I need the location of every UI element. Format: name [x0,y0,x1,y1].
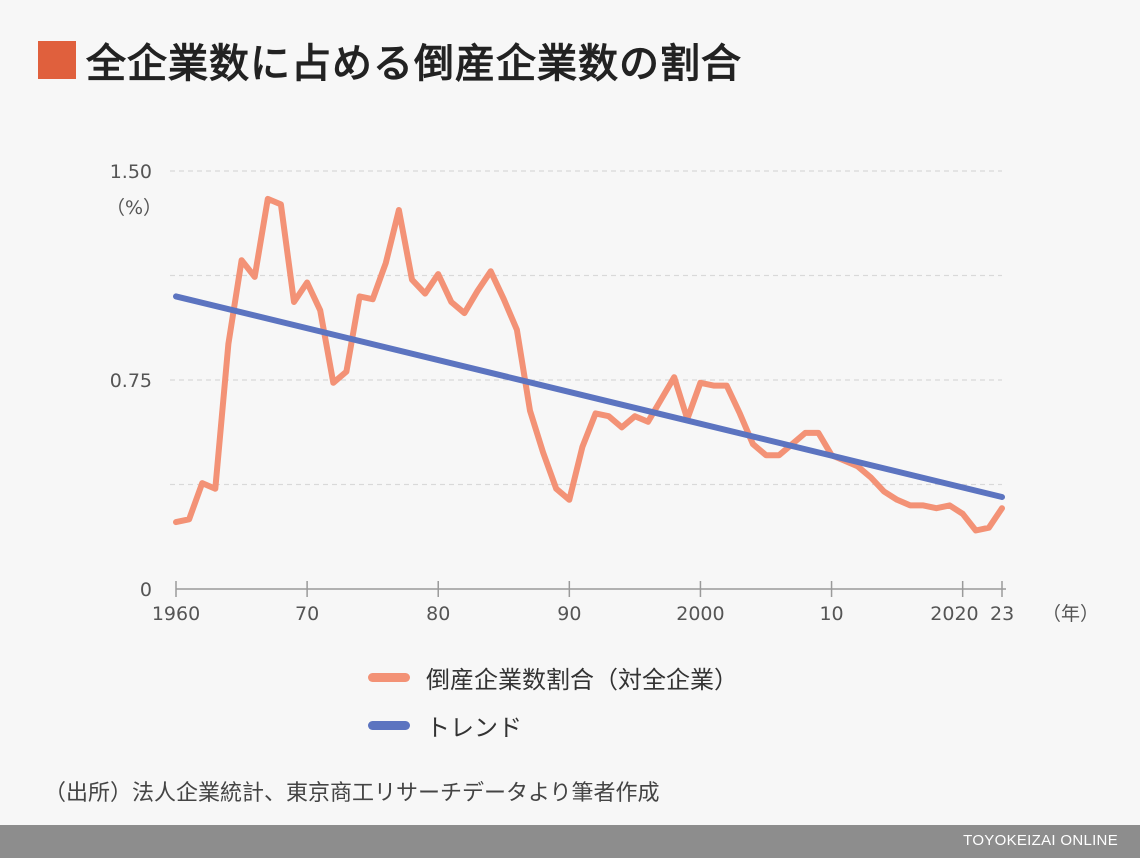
footer-brand: TOYOKEIZAI ONLINE [963,832,1118,849]
legend-item-ratio: 倒産企業数割合（対全企業） [368,653,738,701]
legend-swatch-trend [368,720,410,730]
x-tick-label: 10 [819,603,843,625]
chart-title: 全企業数に占める倒産企業数の割合 [38,30,742,90]
series-line-trend [173,293,1005,500]
title-square-icon [38,41,76,79]
line-chart: 1.50 0.75 0 （%） 1960 70 80 90 2000 10 2020 23 （年） [106,161,1099,625]
legend-label-ratio: 倒産企業数割合（対全企業） [426,665,738,694]
legend-item-trend: トレンド [368,701,738,749]
x-axis-label: （年） [1042,603,1099,625]
footer-bar: TOYOKEIZAI ONLINE [0,825,1140,858]
y-tick-label: 0 [140,579,152,601]
grid-layer [170,170,1002,486]
label-layer: 1.50 0.75 0 （%） 1960 70 80 90 2000 10 2020 23 （年） [106,161,1099,625]
series-line-ratio [173,195,1005,534]
chart-legend: 倒産企業数割合（対全企業） トレンド [368,653,738,749]
x-tick-label: 70 [295,603,319,625]
legend-label-trend: トレンド [426,713,522,742]
y-axis-label: （%） [106,197,162,219]
x-tick-label: 80 [426,603,450,625]
y-tick-label: 0.75 [110,370,152,392]
x-tick-label: 2000 [676,603,724,625]
x-tick-label: 2020 [930,603,978,625]
x-tick-label: 1960 [152,603,200,625]
x-tick-label: 90 [557,603,581,625]
series-layer [173,195,1005,534]
axis-layer [175,581,1006,597]
y-tick-label: 1.50 [110,161,152,183]
source-note: （出所）法人企業統計、東京商工リサーチデータより筆者作成 [44,781,660,806]
x-tick-label: 23 [990,603,1014,625]
title-text: 全企業数に占める倒産企業数の割合 [86,41,742,87]
legend-swatch-ratio [368,672,410,682]
